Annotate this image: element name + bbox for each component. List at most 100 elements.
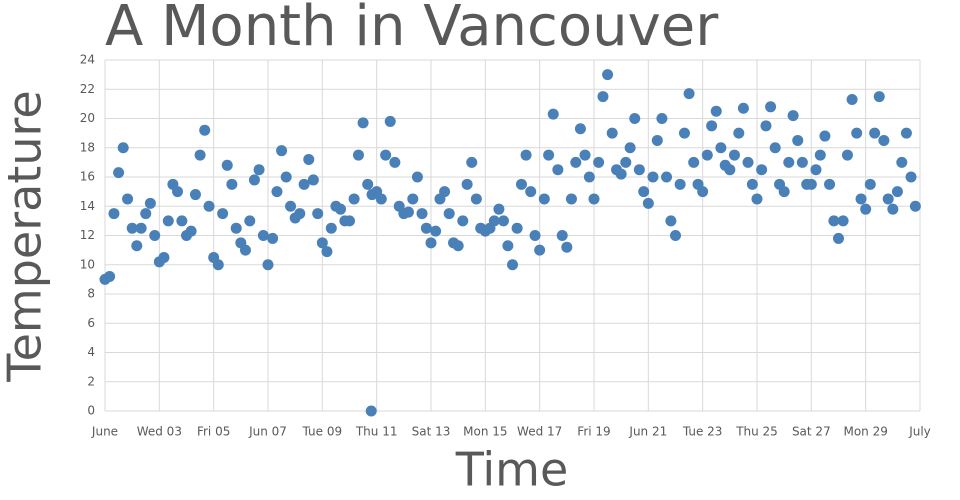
data-point: [841, 149, 853, 161]
data-point: [697, 186, 709, 198]
data-point: [579, 149, 591, 161]
data-point: [624, 142, 636, 154]
data-point: [864, 178, 876, 190]
x-tick-label: Mon 29: [843, 425, 887, 439]
data-point: [873, 91, 885, 103]
data-point: [362, 178, 374, 190]
data-point: [824, 178, 836, 190]
data-point: [384, 115, 396, 127]
x-tick-label: Wed 03: [137, 425, 182, 439]
y-tick-label: 18: [80, 140, 95, 154]
data-point: [248, 174, 260, 186]
data-point: [882, 193, 894, 205]
data-point: [276, 145, 288, 157]
data-point: [135, 222, 147, 234]
y-axis-label: Temperature: [0, 90, 52, 382]
data-point: [597, 91, 609, 103]
data-point: [407, 193, 419, 205]
data-point: [280, 171, 292, 183]
data-point: [570, 156, 582, 168]
data-point: [855, 193, 867, 205]
data-point: [651, 134, 663, 146]
data-point: [507, 259, 518, 271]
data-point: [742, 156, 754, 168]
y-tick-label: 16: [80, 170, 95, 184]
data-point: [715, 142, 727, 154]
data-point: [561, 241, 573, 253]
data-point: [525, 186, 537, 198]
data-point: [416, 208, 428, 220]
data-point: [819, 130, 831, 142]
data-point: [756, 164, 768, 176]
data-point: [688, 156, 700, 168]
data-point: [162, 215, 174, 227]
data-point: [149, 230, 161, 241]
data-point: [896, 156, 908, 168]
data-point: [443, 208, 455, 220]
data-point: [189, 189, 201, 201]
data-point: [674, 178, 686, 190]
y-tick-label: 20: [80, 111, 95, 125]
x-tick-label: Tue 09: [302, 425, 343, 439]
data-point: [348, 193, 360, 205]
x-tick-label: Tue 23: [682, 425, 723, 439]
data-point: [647, 171, 659, 183]
data-point: [706, 120, 718, 132]
data-point: [375, 193, 387, 205]
data-point: [430, 225, 442, 237]
data-point: [593, 156, 605, 168]
x-tick-label: Fri 19: [577, 425, 610, 439]
data-point: [176, 215, 188, 227]
data-point: [402, 206, 414, 218]
data-point: [814, 149, 826, 161]
data-point: [221, 159, 233, 171]
data-point: [538, 193, 550, 205]
data-point: [230, 222, 242, 234]
y-tick-label: 22: [80, 82, 95, 96]
data-point: [203, 200, 215, 212]
data-point: [298, 178, 310, 190]
x-tick-label: July: [908, 425, 931, 439]
data-point: [104, 270, 116, 282]
data-point: [380, 149, 392, 161]
data-point: [765, 101, 777, 113]
data-point: [620, 156, 632, 168]
x-tick-label: Thu 11: [355, 425, 398, 439]
data-point: [239, 244, 251, 256]
data-point: [244, 215, 256, 227]
data-point: [335, 203, 347, 215]
data-point: [425, 237, 437, 249]
data-point: [466, 156, 478, 168]
data-point: [602, 69, 614, 81]
data-point: [303, 153, 315, 165]
x-tick-label: Fri 05: [197, 425, 230, 439]
data-point: [583, 171, 595, 183]
data-point: [352, 149, 364, 161]
data-point: [294, 208, 306, 220]
data-point: [262, 259, 274, 271]
data-point: [638, 186, 650, 198]
data-point: [810, 164, 822, 176]
data-point: [307, 174, 319, 186]
data-point: [661, 171, 673, 183]
data-point: [796, 156, 808, 168]
data-point: [498, 215, 510, 227]
x-tick-label: Mon 15: [463, 425, 507, 439]
data-point: [488, 215, 500, 227]
data-point: [656, 113, 668, 124]
data-point: [158, 251, 170, 263]
data-point: [547, 108, 559, 120]
data-point: [502, 240, 514, 252]
data-point: [140, 208, 152, 220]
data-point: [515, 178, 527, 190]
data-point: [365, 405, 377, 417]
data-point: [185, 225, 197, 237]
data-point: [606, 127, 618, 139]
data-point: [344, 215, 355, 227]
data-point: [172, 186, 184, 198]
data-point: [828, 215, 840, 227]
y-tick-label: 2: [87, 374, 95, 388]
data-point: [665, 215, 677, 227]
data-point: [271, 186, 283, 198]
y-tick-label: 24: [80, 53, 95, 67]
